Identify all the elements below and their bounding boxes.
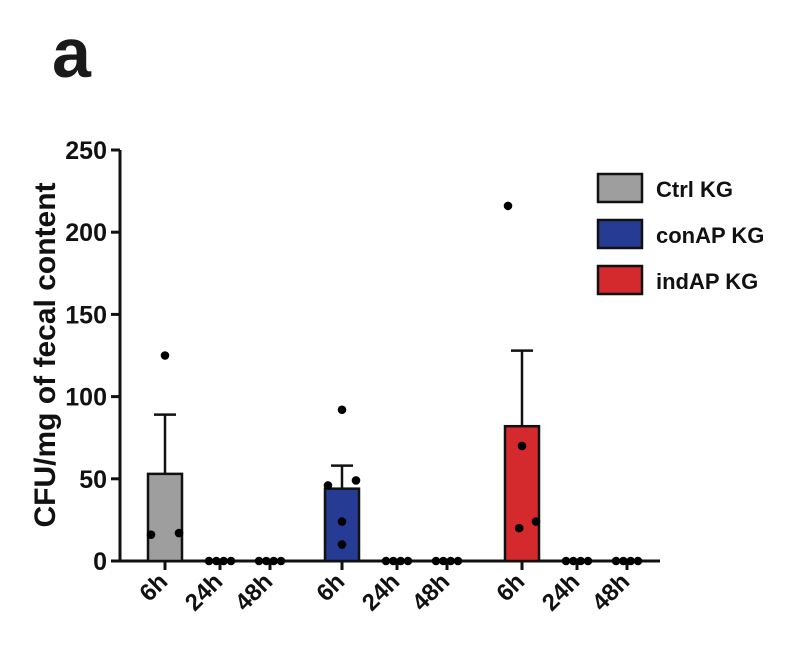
data-point [633, 556, 643, 566]
y-tick-label: 0 [93, 548, 107, 576]
x-tick-label: 24h [357, 568, 405, 616]
data-point [337, 540, 347, 549]
data-point [389, 556, 398, 566]
x-tick-label: 48h [587, 568, 635, 616]
data-point [583, 556, 593, 566]
data-point [219, 556, 228, 566]
data-point [569, 556, 578, 566]
data-point [174, 528, 184, 538]
data-point [262, 556, 271, 566]
data-point [323, 481, 333, 490]
data-point [453, 556, 463, 566]
legend-swatch-ctrl-kg [596, 172, 644, 204]
data-point [276, 556, 286, 566]
data-point [531, 517, 541, 526]
x-tick-label: 6h [134, 568, 173, 607]
x-tick-label: 24h [180, 568, 228, 616]
legend-swatch-indap-kg [596, 264, 644, 296]
data-point [212, 556, 221, 566]
data-point [626, 556, 635, 566]
x-tick-label: 48h [407, 568, 455, 616]
x-tick-labels: 6h 24h 48h 6h 24h 48h 6h 24h 48h [134, 568, 635, 616]
data-point [204, 556, 214, 566]
data-point [576, 556, 585, 566]
data-point [381, 556, 391, 566]
data-point [611, 556, 621, 566]
x-tick-label: 24h [537, 568, 585, 616]
data-point [503, 201, 513, 211]
x-tick-label: 6h [311, 568, 350, 607]
data-point [351, 476, 361, 485]
data-point [337, 405, 347, 415]
x-tick-label: 6h [491, 568, 530, 607]
y-tick-label: 250 [65, 137, 107, 165]
y-tick-label: 150 [65, 301, 107, 329]
data-point [561, 556, 571, 566]
data-point [514, 523, 524, 533]
legend-swatch-conap-kg [596, 218, 644, 250]
data-point [226, 556, 236, 566]
legend-label: indAP KG [656, 269, 758, 294]
legend-label: conAP KG [656, 223, 764, 248]
data-points [146, 201, 643, 566]
data-point [446, 556, 455, 566]
y-axis-title: CFU/mg of fecal content [29, 182, 62, 527]
data-point [146, 530, 156, 539]
legend: Ctrl KG conAP KG indAP KG [596, 172, 764, 296]
data-point [160, 351, 170, 360]
panel-label: a [52, 14, 91, 92]
data-point [396, 556, 405, 566]
legend-label: Ctrl KG [656, 177, 733, 202]
data-point [403, 556, 413, 566]
data-point [269, 556, 278, 566]
y-tick-label: 100 [65, 384, 107, 412]
y-tick-label: 50 [79, 466, 107, 494]
y-tick-label: 200 [65, 219, 107, 247]
data-point [619, 556, 628, 566]
error-bars [154, 349, 533, 489]
data-point [517, 441, 527, 451]
x-tick-label: 48h [230, 568, 278, 616]
data-point [439, 556, 448, 566]
data-point [337, 517, 347, 526]
data-point [254, 556, 264, 566]
bar-ctrl-kg-6h [146, 472, 184, 563]
data-point [431, 556, 441, 566]
